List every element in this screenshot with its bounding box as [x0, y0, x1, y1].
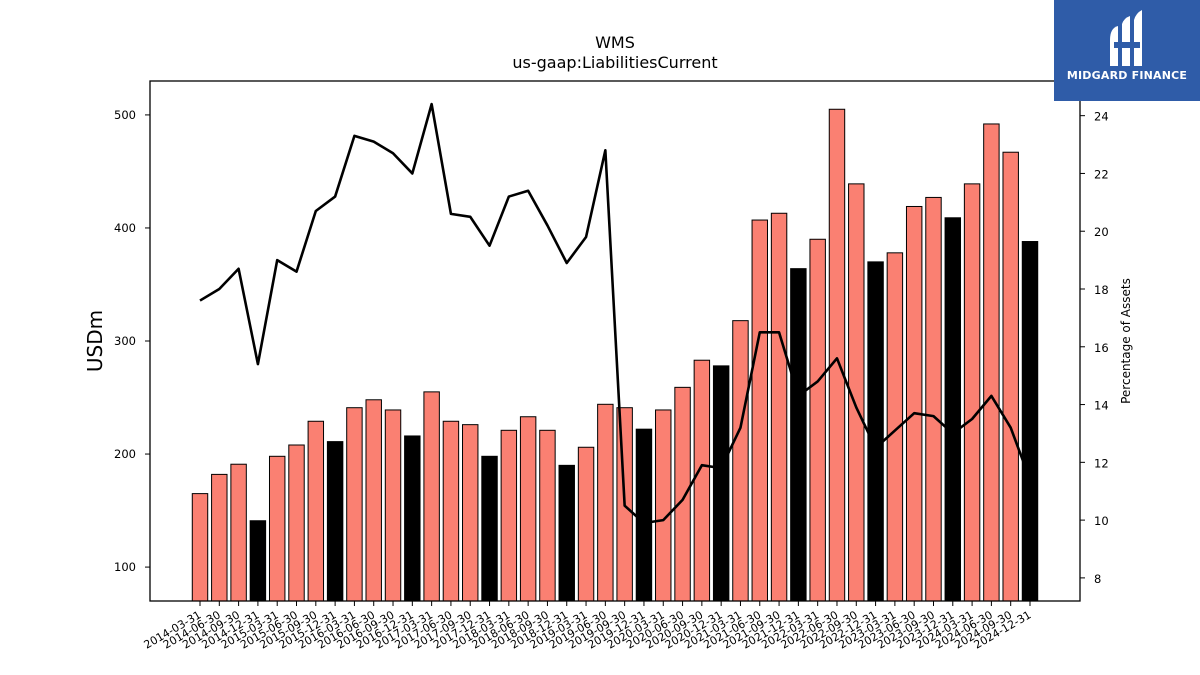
y2-tick-label: 14 [1094, 399, 1109, 413]
bar-2014-03-31 [191, 493, 209, 602]
bar-2021-09-30 [770, 212, 788, 602]
y2-tick-label: 24 [1094, 110, 1109, 124]
bar-2021-06-30 [751, 219, 768, 602]
y2-tick-label: 8 [1094, 572, 1101, 586]
ratio-line [199, 102, 1032, 525]
ratio-line-group [199, 102, 1032, 525]
bar-2018-06-30 [519, 416, 537, 602]
y2-tick-label: 18 [1094, 283, 1109, 297]
bar-2016-12-31 [404, 435, 421, 602]
bar-2020-03-31 [655, 409, 672, 602]
bar-2018-12-31 [558, 464, 575, 602]
bar-2024-12-31 [1021, 241, 1039, 602]
y2-tick-label: 22 [1094, 167, 1109, 181]
bar-2022-06-30 [828, 108, 846, 602]
brand-name: MIDGARD FINANCE [1066, 69, 1188, 82]
bar-2014-06-30 [211, 473, 228, 602]
bar-2017-12-31 [481, 455, 498, 602]
bar-2014-09-30 [230, 463, 247, 602]
x-axis: 2014-03-312014-06-302014-09-302014-12-31… [142, 601, 1034, 652]
y2-tick-label: 20 [1094, 225, 1109, 239]
y2-tick-label: 12 [1094, 456, 1109, 470]
bar-2021-12-31 [790, 268, 807, 602]
bar-2017-09-30 [462, 424, 479, 602]
bar-2022-12-31 [867, 261, 884, 602]
y-tick-label: 300 [114, 334, 136, 348]
bar-2020-06-30 [674, 386, 691, 602]
y-axis-label: USDm [83, 310, 107, 372]
y-tick-label: 200 [114, 447, 136, 461]
bar-2024-06-30 [983, 123, 1000, 602]
bar-2018-09-30 [539, 429, 556, 602]
bar-2016-06-30 [365, 399, 382, 602]
bar-2015-06-30 [288, 444, 305, 602]
bar-2019-06-30 [597, 403, 614, 602]
bar-2017-06-30 [442, 420, 460, 602]
y-tick-label: 500 [114, 108, 136, 122]
bar-2014-12-31 [249, 520, 267, 602]
y2-tick-label: 10 [1094, 514, 1109, 528]
bar-2020-09-30 [693, 359, 711, 602]
bar-2019-03-31 [577, 446, 595, 602]
bar-2024-03-31 [963, 183, 981, 602]
bar-2021-03-31 [732, 320, 749, 602]
chart-title: WMS [595, 33, 635, 52]
bar-2023-09-30 [925, 196, 942, 602]
y2-axis-label: Percentage of Assets [1119, 278, 1133, 404]
bar-2018-03-31 [500, 429, 518, 602]
bar-2015-03-31 [268, 455, 286, 602]
y-axis-right: 8 10 12 14 16 18 20 22 24 [1080, 110, 1109, 586]
bar-2023-12-31 [944, 217, 962, 602]
bar-2015-12-31 [326, 441, 344, 602]
y-tick-label: 400 [114, 221, 136, 235]
chart-subtitle: us-gaap:LiabilitiesCurrent [512, 53, 717, 72]
bars-group [191, 108, 1039, 602]
bar-2016-03-31 [346, 407, 363, 602]
y-axis-left: 100 200 300 400 500 [114, 108, 150, 574]
bar-2020-12-31 [712, 365, 730, 602]
y2-tick-label: 16 [1094, 341, 1109, 355]
y-tick-label: 100 [114, 560, 136, 574]
bar-2016-09-30 [384, 409, 402, 602]
bar-2024-09-30 [1002, 151, 1019, 602]
bar-2015-09-30 [307, 420, 325, 602]
brand-logo: MIDGARD FINANCE [1054, 0, 1200, 101]
bar-2017-03-31 [423, 391, 440, 602]
bar-2023-06-30 [905, 205, 923, 602]
midgard-logo-icon [1110, 10, 1142, 66]
bar-2022-03-31 [809, 238, 826, 602]
bar-2019-12-31 [635, 428, 653, 602]
